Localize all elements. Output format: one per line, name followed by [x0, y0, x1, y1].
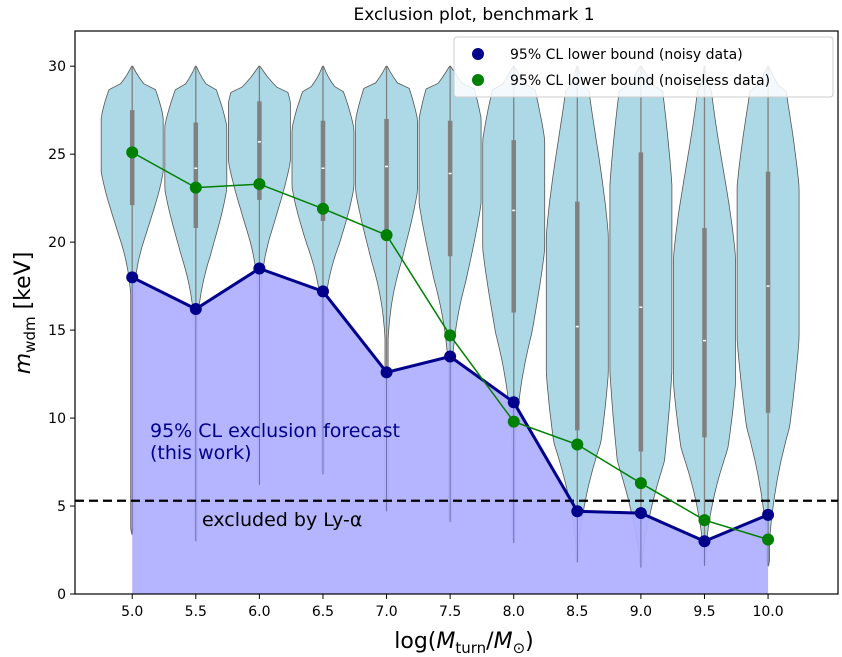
series-point — [253, 178, 266, 191]
legend-marker — [472, 74, 484, 86]
series-point — [634, 507, 647, 520]
y-tick-label: 20 — [48, 235, 66, 251]
plot-area: 95% CL exclusion forecast (this work) excl… — [75, 65, 838, 594]
y-tick-label: 0 — [57, 587, 66, 603]
x-tick-label: 7.5 — [439, 604, 461, 620]
x-tick-label: 5.0 — [121, 604, 143, 620]
x-tick-label: 6.5 — [312, 604, 334, 620]
y-tick-label: 30 — [48, 59, 66, 75]
series-point — [507, 415, 520, 428]
x-tick-label: 5.5 — [185, 604, 207, 620]
axes-frame — [74, 30, 839, 595]
series-point — [507, 396, 520, 409]
legend-marker — [472, 48, 484, 60]
exclusion-label: 95% CL exclusion forecast (this work) — [150, 420, 400, 464]
series-point — [253, 262, 266, 275]
series-point — [698, 514, 711, 527]
series-point — [380, 229, 393, 242]
series-point — [698, 535, 711, 548]
chart-title: Exclusion plot, benchmark 1 — [353, 5, 594, 25]
x-tick-label: 9.0 — [630, 604, 652, 620]
series-point — [126, 271, 139, 284]
legend-box — [453, 36, 834, 98]
series-point — [571, 438, 584, 451]
x-tick-label: 8.5 — [566, 604, 588, 620]
series-point — [316, 202, 329, 215]
series-point — [444, 329, 457, 342]
series-point — [762, 508, 775, 521]
y-tick-label: 10 — [48, 411, 66, 427]
series-point — [634, 477, 647, 490]
series-point — [189, 302, 202, 315]
y-axis-label: mwdm [keV] — [11, 252, 39, 375]
x-tick-label: 10.0 — [752, 604, 783, 620]
x-axis-label: log(Mturn/M⊙) — [394, 629, 534, 657]
series-point — [444, 350, 457, 363]
y-tick-label: 15 — [48, 323, 66, 339]
x-tick-label: 8.0 — [503, 604, 525, 620]
y-tick-label: 5 — [57, 499, 66, 515]
series-point — [762, 533, 775, 546]
legend: 95% CL lower bound (noisy data) 95% CL lo… — [453, 36, 834, 98]
y-tick-label: 25 — [48, 147, 66, 163]
lya-label: excluded by Ly-α — [202, 509, 362, 531]
x-tick-label: 6.0 — [248, 604, 270, 620]
series-point — [189, 181, 202, 194]
legend-label: 95% CL lower bound (noiseless data) — [510, 73, 770, 89]
legend-label: 95% CL lower bound (noisy data) — [510, 47, 743, 63]
axes: 5.0 5.5 6.0 6.5 7.0 7.5 8.0 8.5 9.0 9.5 10.0 0 5 10 15… — [48, 30, 839, 620]
x-tick-label: 7.0 — [375, 604, 397, 620]
series-point — [571, 505, 584, 518]
series-point — [126, 146, 139, 159]
series-point — [316, 285, 329, 298]
series-point — [380, 366, 393, 379]
x-tick-label: 9.5 — [693, 604, 715, 620]
